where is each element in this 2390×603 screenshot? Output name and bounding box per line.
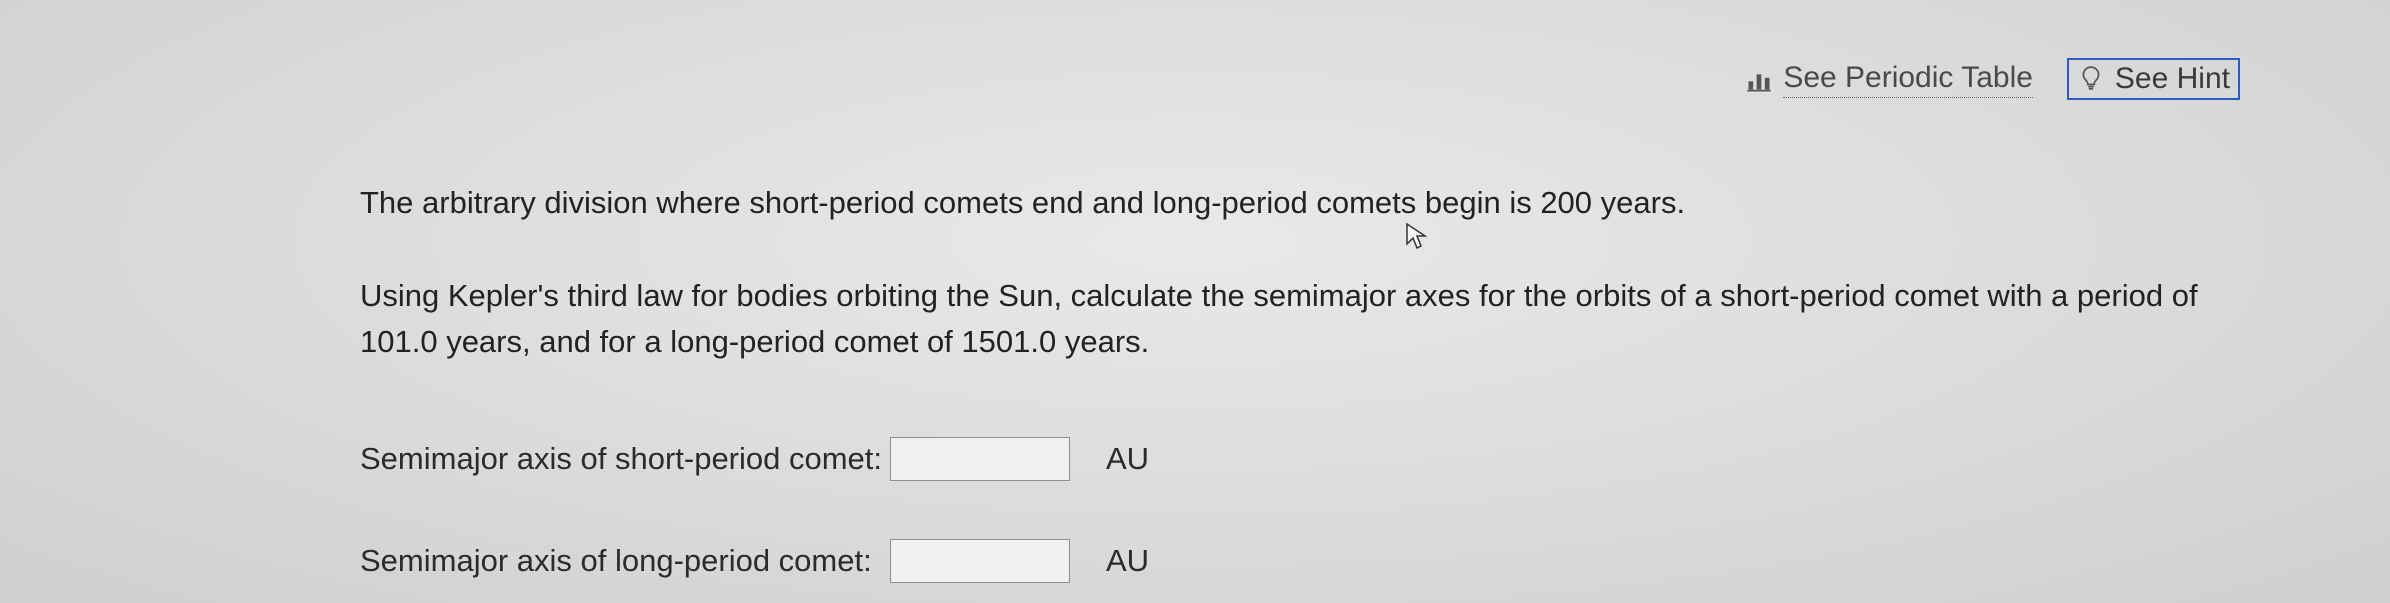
lightbulb-icon [2077,65,2105,93]
answer-label-short: Semimajor axis of short-period comet: [360,436,890,483]
see-periodic-table-button[interactable]: See Periodic Table [1745,61,2033,98]
body-text: Using Kepler's third law for bodies orbi… [360,273,2240,366]
answer-label-long: Semimajor axis of long-period comet: [360,538,890,585]
hint-label: See Hint [2115,62,2230,96]
top-links: See Periodic Table See Hint [1745,58,2240,100]
answer-input-long[interactable] [890,539,1070,583]
answer-unit-short: AU [1106,436,1149,483]
answer-row-short: Semimajor axis of short-period comet: AU [360,436,2240,483]
see-hint-button[interactable]: See Hint [2067,58,2240,100]
answer-input-short[interactable] [890,437,1070,481]
periodic-table-label: See Periodic Table [1783,61,2033,98]
intro-text: The arbitrary division where short-perio… [360,180,2240,227]
answer-row-long: Semimajor axis of long-period comet: AU [360,538,2240,585]
question-content: The arbitrary division where short-perio… [360,180,2240,603]
bar-chart-icon [1745,65,1773,93]
answer-unit-long: AU [1106,538,1149,585]
question-page: See Periodic Table See Hint The arbitrar… [0,0,2390,603]
